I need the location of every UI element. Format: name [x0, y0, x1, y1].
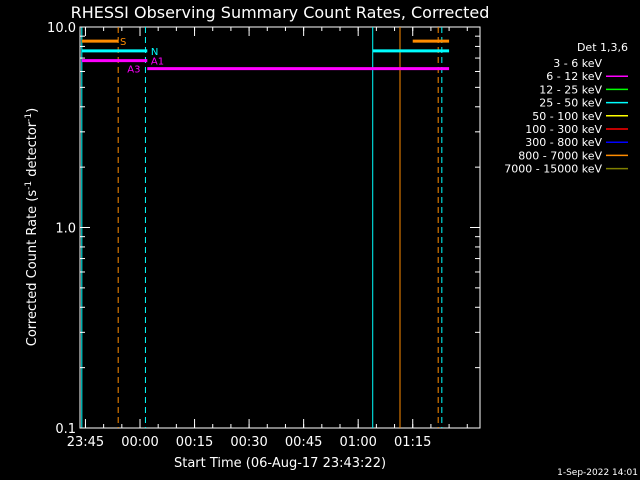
legend-label: 12 - 25 keV: [539, 83, 602, 96]
legend-title: Det 1,3,6: [577, 41, 628, 54]
legend-label: 100 - 300 keV: [525, 123, 602, 136]
y-axis-ticks: 10.0 1.0 0.1: [47, 21, 480, 437]
x-tick-label: 00:00: [121, 435, 158, 450]
x-axis-label: Start Time (06-Aug-17 23:43:22): [174, 456, 386, 471]
flag-label: N: [151, 47, 158, 58]
legend-label: 300 - 800 keV: [525, 136, 602, 149]
plot-border: [79, 26, 481, 429]
x-axis-ticks: 23:45 00:00 00:15 00:30 00:45 01:00 01:15: [67, 27, 468, 450]
flag-label: A1: [151, 57, 164, 68]
x-tick-label: 01:15: [394, 435, 431, 450]
legend-label: 50 - 100 keV: [532, 110, 602, 123]
y-axis-label-end: ): [25, 108, 40, 113]
legend-label: 6 - 12 keV: [546, 70, 602, 83]
y-axis-label-mid: detector: [25, 121, 40, 181]
flag-label: S: [120, 37, 126, 48]
plot-frame: [79, 26, 481, 429]
x-tick-label: 00:15: [176, 435, 213, 450]
vertical-markers: [81, 27, 443, 428]
y-tick-label: 0.1: [55, 422, 76, 437]
x-tick-label: 00:45: [285, 435, 322, 450]
y-axis-label-main: Corrected Count Rate (s: [25, 190, 40, 347]
x-tick-label: 00:30: [230, 435, 267, 450]
y-axis-label: Corrected Count Rate (s-1 detector-1): [24, 108, 40, 346]
legend-label: 7000 - 15000 keV: [504, 163, 602, 176]
flag-label: A3: [127, 65, 140, 76]
y-tick-label: 10.0: [47, 21, 76, 36]
legend-label: 800 - 7000 keV: [518, 149, 602, 162]
y-tick-label: 1.0: [55, 222, 76, 237]
x-tick-label: 23:45: [67, 435, 104, 450]
footer-date: 1-Sep-2022 14:01: [557, 468, 638, 478]
x-tick-label: 01:00: [339, 435, 376, 450]
flag-bars: S NA1 A3: [81, 37, 450, 76]
data-series: [81, 59, 450, 71]
legend-label: 3 - 6 keV: [553, 57, 602, 70]
legend-label: 25 - 50 keV: [539, 97, 602, 110]
y-axis-label-sup2: -1: [24, 113, 34, 122]
y-axis-label-sup1: -1: [24, 181, 34, 190]
chart-title: RHESSI Observing Summary Count Rates, Co…: [71, 3, 490, 22]
